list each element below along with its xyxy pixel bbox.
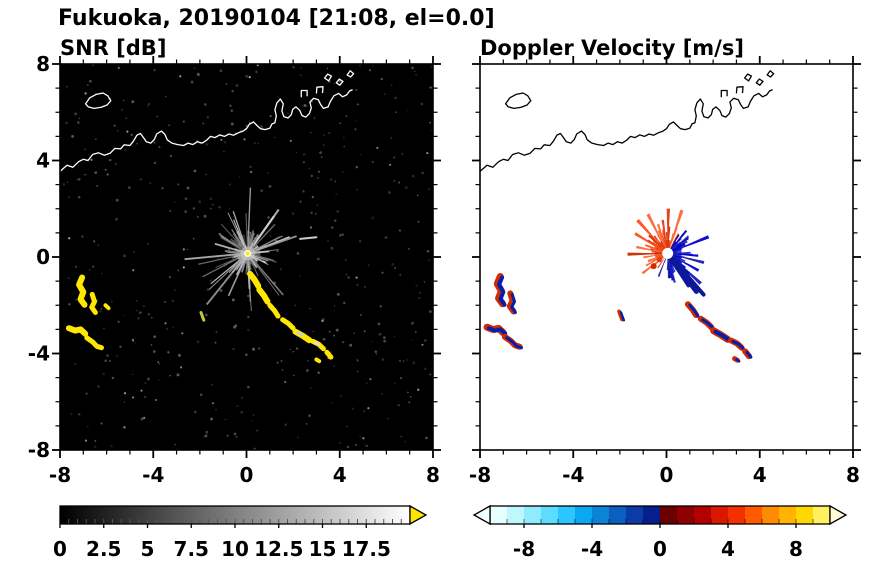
snr-colorbar-over-arrow	[409, 504, 428, 526]
doppler-colorbar-tick-label: 0	[653, 537, 667, 561]
snr-colorbar-tick-label: 2.5	[86, 537, 121, 561]
snr-colorbar-tick-label: 5	[141, 537, 155, 561]
snr-colorbar-tick-label: 15	[309, 537, 337, 561]
doppler-axis-ticks	[472, 56, 861, 458]
doppler-panel-title: Doppler Velocity [m/s]	[480, 36, 744, 60]
y-tick-label: 8	[36, 52, 50, 76]
snr-coastline	[60, 70, 355, 172]
doppler-colorbar-under-arrow	[472, 504, 491, 526]
doppler-colorbar: -8 -4 0 4 8	[472, 504, 848, 561]
snr-colorbar: 0 2.5 5 7.5 10 12.5 15 17.5	[53, 504, 428, 561]
doppler-colorbar-over-arrow	[829, 504, 848, 526]
doppler-radar-fan	[627, 208, 710, 297]
snr-plot-content	[60, 64, 433, 450]
doppler-echo-blobs	[483, 273, 753, 363]
doppler-colorbar-tick-label: 4	[721, 537, 735, 561]
snr-panel: -8 -4 0 4 8 8 4 0 -4 -8	[28, 52, 441, 487]
snr-colorbar-tick-label: 7.5	[174, 537, 209, 561]
coastline-path	[480, 70, 775, 172]
doppler-coastline	[480, 70, 775, 172]
y-tick-label: -4	[28, 342, 50, 366]
doppler-colorbar-tick-label: 8	[789, 537, 803, 561]
snr-echo-blobs	[65, 236, 334, 364]
doppler-x-tick-label: -8	[469, 463, 491, 487]
snr-x-tick-label: 8	[426, 463, 440, 487]
radar-site-dot	[245, 251, 250, 256]
snr-colorbar-tick-label: 10	[221, 537, 249, 561]
y-tick-label: 0	[36, 245, 50, 269]
snr-panel-title: SNR [dB]	[60, 36, 166, 60]
y-tick-label: 4	[36, 149, 50, 173]
snr-x-tick-label: -8	[49, 463, 71, 487]
snr-x-tick-label: -4	[142, 463, 164, 487]
snr-colorbar-tick-label: 17.5	[342, 537, 391, 561]
snr-axis-ticks	[52, 56, 441, 458]
snr-x-tick-label: 0	[240, 463, 254, 487]
doppler-colorbar-tick-label: -8	[513, 537, 535, 561]
doppler-plot-content	[480, 70, 775, 363]
snr-colorbar-tick-label: 0	[53, 537, 67, 561]
doppler-x-tick-label: 8	[846, 463, 860, 487]
snr-radar-fan	[184, 187, 297, 312]
radar-site-hole	[662, 247, 674, 259]
noise-speckles	[62, 64, 433, 450]
doppler-x-tick-label: 0	[660, 463, 674, 487]
doppler-colorbar-tick-label: -4	[581, 537, 603, 561]
doppler-panel: -8 -4 0 4 8	[469, 56, 861, 487]
doppler-x-tick-label: 4	[753, 463, 767, 487]
snr-colorbar-tick-label: 12.5	[254, 537, 303, 561]
doppler-x-tick-label: -4	[562, 463, 584, 487]
figure-title: Fukuoka, 20190104 [21:08, el=0.0]	[58, 6, 495, 31]
coastline-path	[60, 70, 355, 172]
snr-x-tick-label: 4	[333, 463, 347, 487]
y-tick-label: -8	[28, 438, 50, 462]
